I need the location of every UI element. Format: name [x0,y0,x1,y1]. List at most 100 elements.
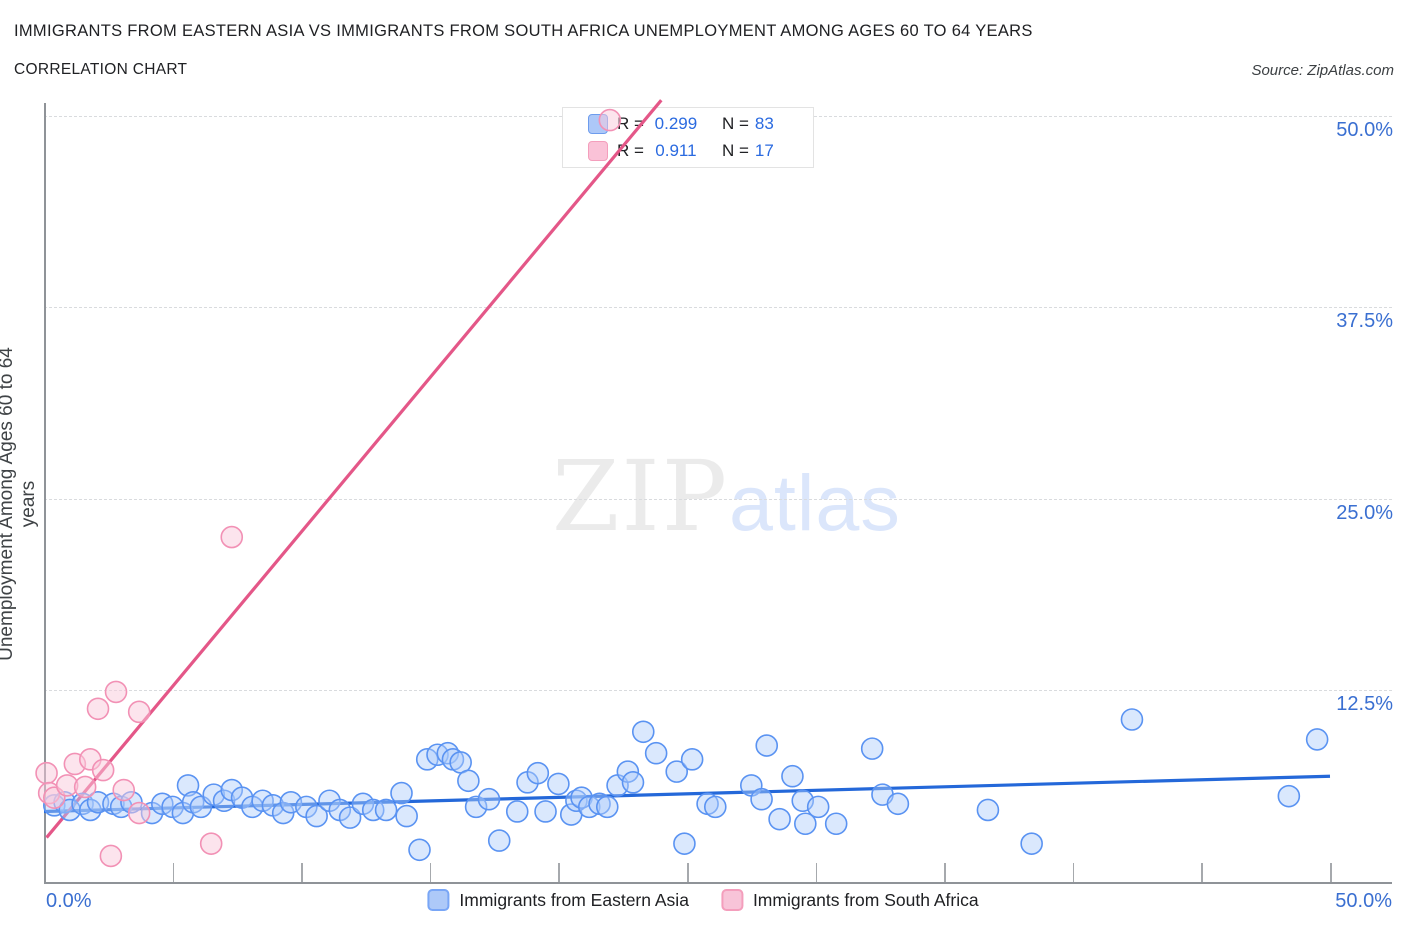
scatter-point-eastern-asia [1305,728,1329,751]
scatter-point-eastern-asia [794,812,817,836]
x-tick [172,863,175,882]
scatter-point-eastern-asia [161,795,184,819]
scatter-point-south-africa [73,775,97,799]
scatter-point-eastern-asia [565,789,588,813]
gridline [44,307,1392,309]
scatter-point-south-africa [127,700,151,724]
n-value: 83 [754,114,774,133]
scatter-point-eastern-asia [886,792,910,816]
scatter-point-eastern-asia [120,790,143,814]
scatter-point-eastern-asia [212,789,236,813]
scatter-point-eastern-asia [151,792,174,816]
eastern-asia-swatch-icon [588,114,608,134]
scatter-point-south-africa [78,748,102,771]
y-tick-label: 37.5% [1336,310,1393,333]
scatter-point-south-africa [86,697,110,721]
legend-item-eastern-asia: Immigrants from Eastern Asia [427,889,689,911]
x-axis-line [44,882,1392,884]
scatter-point-south-africa [199,832,223,855]
scatter-point-eastern-asia [42,794,66,817]
legend-row-south-africa: R = 0.911 N = 17 [588,139,813,163]
scatter-point-eastern-asia [1020,832,1043,855]
scatter-point-south-africa [99,844,123,868]
scatter-point-south-africa [127,801,151,825]
scatter-point-eastern-asia [415,748,439,771]
scatter-point-eastern-asia [305,804,328,828]
scatter-point-eastern-asia [1120,708,1144,731]
scatter-point-south-africa [104,680,128,704]
trend-line-eastern-asia [43,774,1331,814]
scatter-point-eastern-asia [109,795,133,819]
scatter-point-eastern-asia [202,783,226,806]
y-axis-title: Unemployment Among Ages 60 to 64 years [0,347,39,661]
scatter-point-eastern-asia [374,798,398,822]
n-label: N = [721,114,749,133]
scatter-point-eastern-asia [824,812,848,836]
scatter-point-eastern-asia [426,743,449,767]
scatter-point-eastern-asia [559,803,583,826]
scatter-point-south-africa [37,781,61,805]
scatter-point-eastern-asia [441,748,465,771]
legend-row-eastern-asia: R = 0.299 N = 83 [588,112,813,136]
scatter-point-eastern-asia [449,751,472,774]
scatter-point-eastern-asia [505,800,529,823]
scatter-point-south-africa [220,525,244,549]
x-axis-min-label: 0.0% [46,890,92,912]
scatter-point-eastern-asia [78,798,102,822]
scatter-point-eastern-asia [295,795,318,819]
scatter-point-eastern-asia [457,769,480,793]
x-tick [944,863,946,882]
x-tick [1330,863,1332,882]
x-axis-max-label: 50.0% [1335,890,1392,912]
x-tick [815,863,818,882]
scatter-point-eastern-asia [696,792,719,816]
correlation-legend-box: R = 0.299 N = 83 R = 0.911 N = 17 [562,107,814,168]
page-title: IMMIGRANTS FROM EASTERN ASIA VS IMMIGRAN… [14,22,1033,40]
scatter-point-eastern-asia [436,741,460,765]
scatter-point-eastern-asia [230,786,254,809]
series-legend: Immigrants from Eastern Asia Immigrants … [427,889,979,911]
scatter-point-eastern-asia [464,795,488,819]
scatter-point-eastern-asia [595,795,619,819]
scatter-point-eastern-asia [102,792,125,816]
scatter-point-eastern-asia [220,778,244,802]
scatter-point-eastern-asia [408,838,431,862]
scatter-point-eastern-asia [673,832,696,855]
south-africa-swatch-icon [720,889,743,911]
scatter-point-south-africa [112,778,136,802]
scatter-point-eastern-asia [976,798,1000,822]
y-tick-label: 50.0% [1336,118,1393,141]
scatter-point-south-africa [35,761,58,785]
scatter-point-eastern-asia [176,774,200,797]
scatter-point-eastern-asia [768,807,791,831]
scatter-point-eastern-asia [516,771,539,794]
scatter-point-eastern-asia [606,774,629,797]
scatter-point-eastern-asia [351,792,375,816]
scatter-point-eastern-asia [318,789,341,813]
scatter-point-eastern-asia [279,790,303,814]
scatter-point-eastern-asia [328,798,352,822]
x-tick [429,863,432,882]
x-tick [558,863,560,882]
scatter-point-eastern-asia [58,798,82,822]
scatter-point-eastern-asia [570,786,593,809]
scatter-point-eastern-asia [680,748,704,771]
y-tick-label: 12.5% [1336,693,1393,716]
n-label: N = [721,141,749,160]
gridline [44,690,1392,692]
legend-item-label: Immigrants from South Africa [752,889,979,910]
scatter-point-eastern-asia [181,790,205,814]
x-tick [301,863,303,882]
scatter-point-eastern-asia [806,795,830,819]
scatter-point-south-africa [91,758,115,782]
watermark-zip: ZIP [552,440,729,553]
scatter-point-eastern-asia [621,771,645,794]
scatter-point-eastern-asia [781,764,804,788]
scatter-point-eastern-asia [338,806,362,829]
legend-item-south-africa: Immigrants from South Africa [720,889,979,911]
x-tick [687,863,689,882]
scatter-point-eastern-asia [361,798,385,822]
scatter-point-eastern-asia [644,741,668,765]
x-tick [1072,863,1075,882]
